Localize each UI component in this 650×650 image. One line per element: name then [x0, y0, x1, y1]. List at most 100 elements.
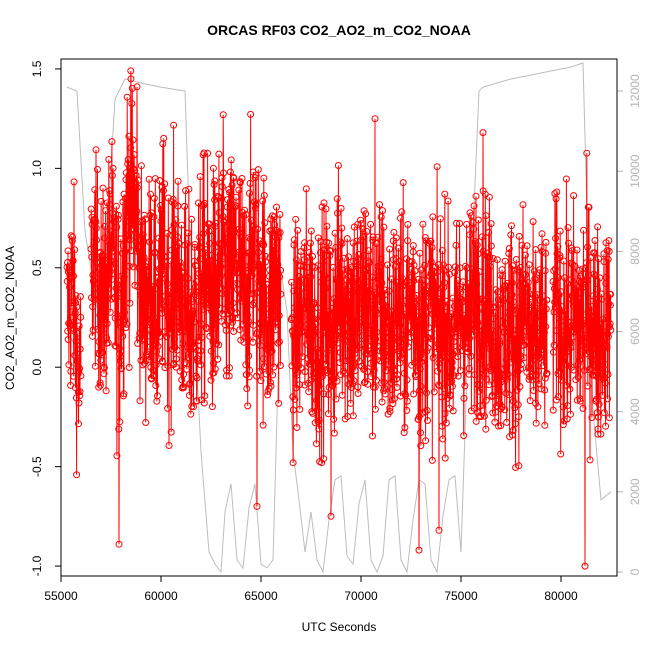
co2-data-point — [241, 206, 249, 214]
co2-data-point — [543, 296, 551, 304]
co2-data-point — [470, 225, 478, 233]
co2-data-point — [141, 328, 149, 336]
co2-data-point — [420, 282, 428, 290]
co2-data-point — [354, 383, 362, 391]
co2-data-point — [111, 293, 119, 301]
co2-data-point — [274, 260, 282, 268]
co2-data-point — [236, 259, 244, 267]
co2-data-point — [122, 176, 130, 184]
co2-data-point — [220, 169, 227, 177]
co2-data-point — [508, 222, 515, 230]
co2-data-point — [214, 355, 222, 363]
co2-data-point — [142, 419, 150, 426]
co2-data-point — [270, 232, 278, 240]
co2-data-point — [508, 279, 516, 287]
co2-data-point — [464, 296, 472, 304]
co2-data-point — [435, 526, 443, 534]
co2-data-point — [353, 237, 361, 245]
co2-data-point — [253, 502, 261, 510]
co2-data-point — [539, 292, 547, 300]
co2-data-point — [208, 227, 216, 235]
co2-data-point — [156, 332, 164, 340]
co2-data-point — [383, 304, 391, 312]
co2-data-point — [464, 345, 472, 353]
co2-data-point — [112, 202, 120, 210]
co2-data-point — [416, 365, 424, 373]
co2-data-point — [290, 236, 298, 244]
co2-data-point — [109, 164, 117, 172]
co2-data-point — [372, 335, 380, 343]
co2-data-point — [532, 371, 540, 379]
co2-data-point — [161, 292, 169, 300]
co2-data-point — [253, 289, 261, 297]
co2-data-point — [249, 301, 257, 309]
co2-data-point — [295, 273, 303, 280]
co2-data-point — [145, 299, 153, 307]
co2-data-point — [146, 238, 154, 246]
co2-data-point — [406, 309, 414, 317]
co2-data-point — [456, 325, 464, 333]
co2-data-point — [418, 316, 426, 324]
co2-data-point — [480, 412, 488, 420]
co2-data-point — [340, 254, 348, 262]
co2-data-point — [164, 303, 172, 310]
co2-data-point — [591, 237, 599, 244]
co2-data-point — [461, 382, 469, 390]
co2-data-point — [275, 312, 283, 319]
co2-data-point — [508, 431, 516, 439]
co2-data-point — [473, 280, 481, 288]
co2-data-point — [377, 213, 385, 221]
co2-data-point — [536, 353, 544, 361]
co2-data-point — [493, 359, 501, 367]
co2-data-point — [415, 325, 423, 333]
co2-data-point — [365, 247, 373, 255]
co2-data-point — [247, 256, 255, 264]
co2-data-point — [324, 410, 332, 418]
co2-data-point — [291, 346, 299, 354]
co2-data-point — [466, 231, 474, 239]
co2-data-point — [387, 329, 395, 336]
co2-data-point — [235, 229, 243, 237]
co2-data-point — [484, 276, 492, 284]
co2-data-point — [309, 252, 316, 260]
co2-data-point — [241, 262, 249, 270]
co2-data-point — [191, 243, 199, 251]
co2-data-point — [550, 267, 558, 275]
co2-data-point — [163, 308, 171, 315]
co2-data-point — [569, 302, 577, 310]
co2-data-point — [157, 217, 165, 225]
co2-data-point — [205, 301, 213, 309]
co2-data-point — [288, 362, 296, 370]
co2-data-point — [362, 265, 370, 273]
co2-data-point — [76, 392, 84, 400]
co2-data-point — [534, 291, 542, 299]
co2-data-point — [602, 422, 610, 430]
co2-data-point — [217, 194, 225, 202]
co2-data-point — [70, 272, 77, 280]
co2-data-point — [125, 262, 133, 270]
co2-data-point — [65, 266, 73, 274]
co2-data-point — [174, 202, 182, 210]
co2-data-point — [321, 285, 329, 293]
co2-data-point — [504, 282, 512, 290]
co2-data-point — [375, 301, 383, 309]
co2-data-point — [118, 293, 126, 301]
co2-data-point — [87, 245, 95, 253]
co2-data-point — [166, 315, 174, 323]
co2-data-point — [161, 328, 169, 336]
co2-data-point — [257, 333, 265, 341]
co2-data-point — [551, 303, 559, 311]
co2-data-point — [393, 278, 401, 286]
co2-data-point — [473, 241, 481, 249]
co2-data-point — [405, 257, 413, 265]
co2-data-point — [269, 294, 277, 302]
co2-data-point — [199, 230, 207, 238]
co2-data-point — [549, 406, 557, 414]
co2-data-point — [228, 242, 236, 250]
co2-data-point — [410, 277, 418, 285]
co2-data-point — [182, 187, 190, 195]
co2-data-point — [485, 193, 493, 201]
co2-data-point — [289, 459, 297, 467]
co2-data-point — [293, 332, 301, 340]
co2-data-point — [130, 221, 138, 229]
